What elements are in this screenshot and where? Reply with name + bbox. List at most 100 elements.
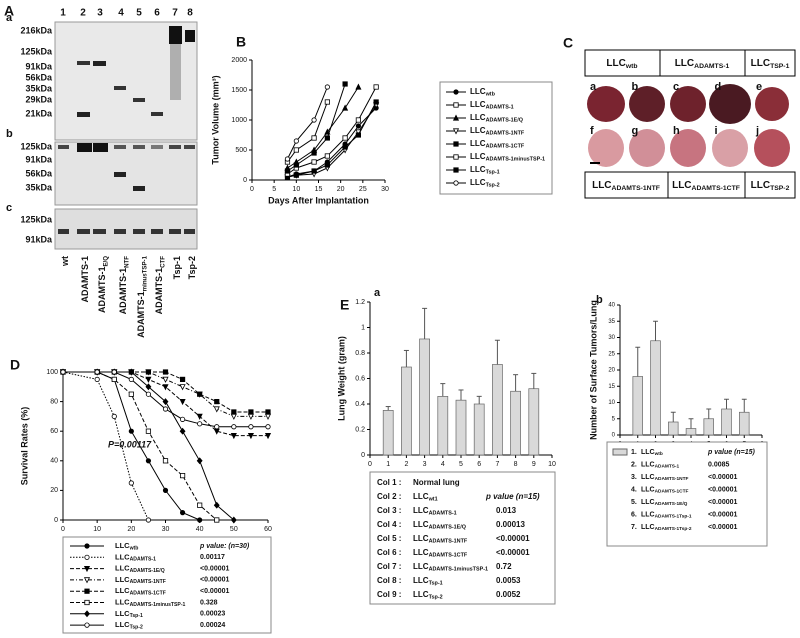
band [77,112,90,117]
size-marker: 56kDa [25,168,53,178]
x-tick-label: 60 [264,526,272,533]
point [179,509,186,516]
series [284,84,330,162]
point [231,424,237,430]
point [214,398,220,405]
point [145,369,152,375]
size-marker: 125kDa [20,46,53,56]
label-main: LLC [470,100,486,109]
label-main: LLC [470,139,486,148]
line [63,371,268,428]
label-main: LLC [115,575,130,584]
point [452,128,460,135]
point [83,577,91,584]
error-bar [458,389,464,401]
point [452,114,460,121]
band [77,143,92,152]
point [196,413,203,420]
p-value-header: p value (n=15) [485,492,540,501]
label-main: LLC [641,486,655,493]
point [230,433,237,440]
p-value: <0.00001 [708,486,737,493]
size-marker: 216kDa [20,25,53,35]
y-tick-label: 20 [50,487,58,494]
label-main: LLC [751,58,770,69]
label-main: LLC [115,609,130,618]
series [284,84,379,177]
lung [709,84,751,124]
label-sub: ADAMTS-1NTF [612,185,660,192]
band [133,98,145,102]
size-marker: 125kDa [20,141,53,151]
point [293,138,299,144]
western-blots [54,21,198,250]
band [93,143,108,152]
p-value-header: p value (n=15) [707,449,756,456]
point [453,167,459,173]
y-tick-label: 40 [608,303,615,309]
x-tick-label: 15 [315,186,323,193]
lung [670,129,706,167]
point [162,369,169,375]
label-main: LLC [470,87,486,96]
p-value: <0.00001 [200,588,229,595]
y-tick-label: 0 [361,452,365,459]
annotation: P=0.00117 [108,439,152,449]
label-sub: ADAMTS-1 [694,63,729,70]
y-axis-label: Survival Rates (%) [19,407,29,486]
label-main: ADAMTS-1 [136,291,146,338]
item-number: 5. [631,499,637,506]
point [145,458,152,464]
label-main: wt [60,256,70,267]
label-main: LLC [641,524,655,531]
label-sub: ADAMTS-1 [130,557,156,563]
label-sub: ADAMTS-1 [486,105,514,111]
point [453,180,459,186]
point [111,413,117,419]
bar [703,418,714,436]
point [342,135,348,141]
label-main: LLC [115,564,130,573]
point [179,376,186,383]
label: LLCADAMTS-1CTF [413,548,468,559]
p-value: 0.00117 [200,554,225,561]
subpanel-letter: b [596,294,603,306]
label: LLCTsp-2 [115,620,143,631]
x-tick-label: 0 [250,186,254,193]
y-axis-label: Number of Surface Tumors/Lung [588,300,598,440]
bar [650,340,661,436]
y-tick-label: 30 [608,335,615,341]
bar [685,428,697,436]
point [311,159,317,165]
label: LLCADAMTS-1 [470,100,514,111]
y-tick-label: 25 [608,351,615,357]
label: ADAMTS-1CTF [154,256,166,315]
point [162,376,169,383]
x-tick-label: 5 [459,461,463,468]
label-sub: Tsp-1 [486,170,500,176]
blot-letter: b [6,128,13,140]
label: LLCADAMTS-1E/Q [470,113,523,124]
label: ADAMTS-1 [80,256,90,303]
error-bar [635,346,641,377]
label-sub: CTF [159,256,166,268]
point [453,89,459,95]
point [248,409,254,415]
point [94,376,100,382]
label-main: LLC [641,499,655,506]
legend-box [606,441,768,547]
point [162,458,169,464]
point [311,168,317,174]
label: ADAMTS-1NTF [118,256,130,315]
legend-box [439,81,553,195]
label-sub: ADAMTS-1NTF [655,476,689,482]
item-number: 3. [631,474,637,481]
error-bar [688,418,694,429]
label-sub: wtb [654,451,663,457]
point [214,517,220,523]
y-tick-label: 0.2 [355,426,365,433]
label-main: ADAMTS-1 [97,267,107,314]
table-box [369,471,556,605]
point [162,487,169,493]
